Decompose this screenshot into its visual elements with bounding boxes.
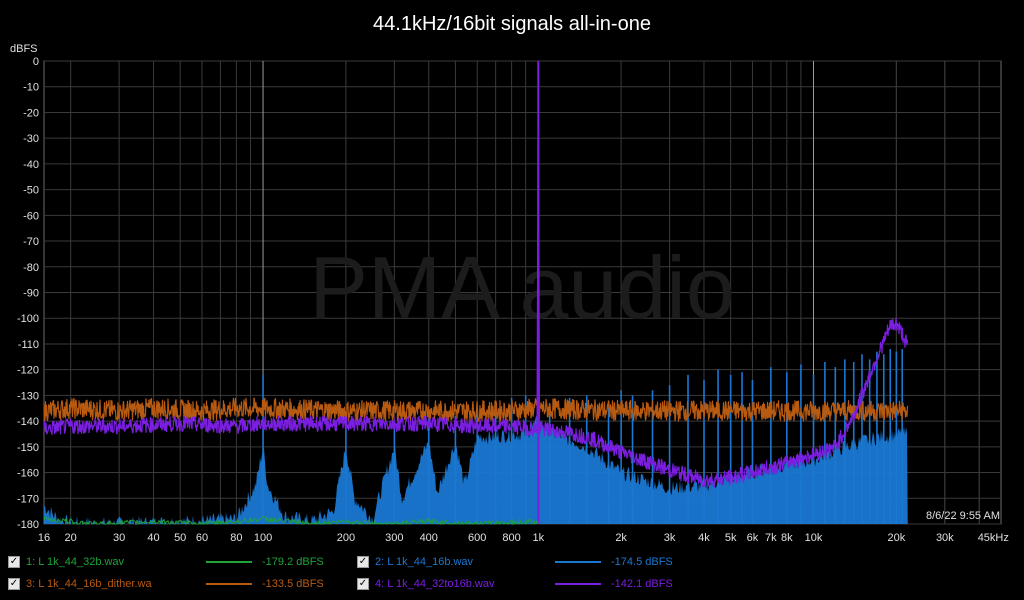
x-tick-label: 10k — [805, 532, 823, 544]
x-tick-label: 16 — [38, 532, 50, 544]
y-tick-label: -20 — [23, 107, 39, 119]
x-tick-label: 400 — [420, 532, 438, 544]
plot-series — [43, 61, 909, 526]
series-line — [43, 515, 539, 526]
y-tick-label: -140 — [17, 416, 39, 428]
y-tick-label: -160 — [17, 468, 39, 480]
x-tick-label: 3k — [664, 532, 676, 544]
x-tick-label: 30 — [113, 532, 125, 544]
x-tick-label: 45kHz — [978, 532, 1009, 544]
x-tick-label: 600 — [468, 532, 486, 544]
y-tick-label: -30 — [23, 133, 39, 145]
checkbox[interactable]: ✓ — [8, 578, 20, 590]
legend-label: 2: L 1k_44_16b.wav — [375, 556, 474, 568]
series-area — [44, 416, 908, 524]
series-line — [43, 397, 909, 422]
x-tick-label: 5k — [725, 532, 737, 544]
checkbox[interactable]: ✓ — [357, 578, 369, 590]
legend-value: -179.2 dBFS — [262, 556, 324, 568]
x-tick-label: 300 — [385, 532, 403, 544]
timestamp: 8/6/22 9:55 AM — [926, 510, 1000, 522]
legend-value: -142.1 dBFS — [611, 578, 673, 590]
x-tick-label: 50 — [174, 532, 186, 544]
x-tick-label: 800 — [502, 532, 520, 544]
y-tick-label: -70 — [23, 236, 39, 248]
legend-item[interactable]: ✓ 2: L 1k_44_16b.wav -174.5 dBFS — [357, 553, 691, 571]
x-tick-label: 30k — [936, 532, 954, 544]
x-tick-label: 20 — [65, 532, 77, 544]
x-tick-label: 20k — [887, 532, 905, 544]
chart-title: 44.1kHz/16bit signals all-in-one — [373, 13, 651, 35]
y-tick-label: -170 — [17, 493, 39, 505]
legend-item[interactable]: ✓ 1: L 1k_44_32b.wav -179.2 dBFS — [8, 553, 342, 571]
y-tick-label: -120 — [17, 365, 39, 377]
x-tick-label: 2k — [615, 532, 627, 544]
legend-swatch — [555, 561, 601, 563]
axes: 0 -10 -20 -30 -40 -50 -60 -70 -80 -90 -100 -110 -120… — [17, 56, 1009, 544]
x-tick-label: 8k — [781, 532, 793, 544]
x-tick-label: 100 — [254, 532, 272, 544]
y-tick-label: -50 — [23, 185, 39, 197]
legend-swatch — [555, 583, 601, 585]
y-tick-label: 0 — [33, 56, 39, 68]
x-tick-label: 7k — [765, 532, 777, 544]
x-tick-label: 60 — [196, 532, 208, 544]
legend-item[interactable]: ✓ 3: L 1k_44_16b_dither.wa -133.5 dBFS — [8, 575, 342, 593]
y-tick-label: -130 — [17, 390, 39, 402]
y-axis-label: dBFS — [10, 43, 38, 55]
legend-item[interactable]: ✓ 4: L 1k_44_32to16b.wav -142.1 dBFS — [357, 575, 691, 593]
y-tick-label: -110 — [18, 339, 39, 351]
y-tick-label: -80 — [23, 262, 39, 274]
checkbox[interactable]: ✓ — [357, 556, 369, 568]
legend-value: -174.5 dBFS — [611, 556, 673, 568]
series-line — [43, 126, 909, 488]
legend-label: 4: L 1k_44_32to16b.wav — [375, 578, 495, 590]
y-tick-label: -40 — [23, 159, 39, 171]
legend-swatch — [206, 561, 252, 563]
y-tick-label: -90 — [23, 288, 39, 300]
checkbox[interactable]: ✓ — [8, 556, 20, 568]
x-tick-label: 200 — [337, 532, 355, 544]
y-tick-label: -180 — [17, 519, 39, 531]
legend-swatch — [206, 583, 252, 585]
y-tick-label: -10 — [23, 82, 39, 94]
x-tick-label: 80 — [230, 532, 242, 544]
y-tick-label: -100 — [17, 313, 39, 325]
x-tick-label: 40 — [147, 532, 159, 544]
x-tick-label: 1k — [532, 532, 544, 544]
legend-label: 1: L 1k_44_32b.wav — [26, 556, 125, 568]
x-tick-label: 6k — [747, 532, 759, 544]
x-tick-label: 4k — [698, 532, 710, 544]
legend-value: -133.5 dBFS — [262, 578, 324, 590]
y-tick-label: -60 — [23, 210, 39, 222]
y-tick-label: -150 — [17, 442, 39, 454]
watermark: PMA audio — [309, 238, 735, 337]
legend-label: 3: L 1k_44_16b_dither.wa — [26, 578, 152, 590]
